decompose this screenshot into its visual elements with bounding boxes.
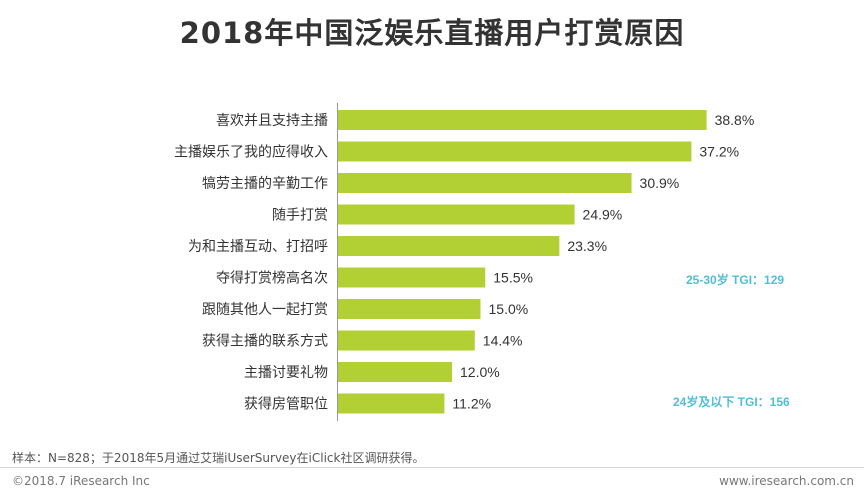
category-label: 喜欢并且支持主播 (216, 113, 328, 129)
bar (338, 393, 445, 414)
sample-note: 样本：N=828；于2018年5月通过艾瑞iUserSurvey在iClick社… (12, 451, 425, 465)
category-label: 随手打赏 (272, 207, 328, 224)
bar-chart: 喜欢并且支持主播 38.8% 主播娱乐了我的应得收入 37.2% 犒劳主播的辛勤工作 30… (174, 103, 755, 421)
bar (338, 330, 475, 351)
value-label: 24.9% (583, 207, 623, 223)
bar (338, 267, 486, 288)
value-label: 23.3% (567, 238, 607, 254)
value-label: 15.5% (493, 270, 533, 286)
value-label: 30.9% (640, 175, 680, 191)
bar (338, 173, 632, 193)
bar (338, 362, 452, 382)
bar (338, 299, 481, 319)
bar (338, 204, 575, 225)
value-label: 12.0% (460, 364, 500, 380)
category-label: 为和主播互动、打招呼 (188, 238, 328, 255)
category-label: 夺得打赏榜高名次 (216, 270, 328, 287)
value-label: 15.0% (489, 301, 529, 317)
copyright-text: ©2018.7 iResearch Inc (12, 474, 150, 488)
value-label: 38.8% (715, 112, 755, 128)
category-label: 犒劳主播的辛勤工作 (202, 176, 328, 192)
bar (338, 141, 692, 162)
category-label: 跟随其他人一起打赏 (202, 301, 328, 318)
category-label: 主播讨要礼物 (244, 365, 328, 381)
tgi-annotation-24-below: 24岁及以下 TGI：156 (673, 395, 790, 409)
footer-divider (0, 467, 864, 468)
tgi-annotation-25-30: 25-30岁 TGI：129 (686, 273, 785, 287)
value-label: 14.4% (483, 333, 523, 349)
bar (338, 236, 560, 256)
category-label: 获得房管职位 (244, 396, 328, 413)
category-label: 主播娱乐了我的应得收入 (174, 144, 328, 161)
category-label: 获得主播的联系方式 (202, 333, 328, 350)
bar (338, 110, 707, 130)
website-link[interactable]: www.iresearch.com.cn (719, 474, 854, 488)
chart-title: 2018年中国泛娱乐直播用户打赏原因 (179, 16, 685, 50)
value-label: 11.2% (452, 396, 491, 412)
value-label: 37.2% (699, 144, 739, 160)
